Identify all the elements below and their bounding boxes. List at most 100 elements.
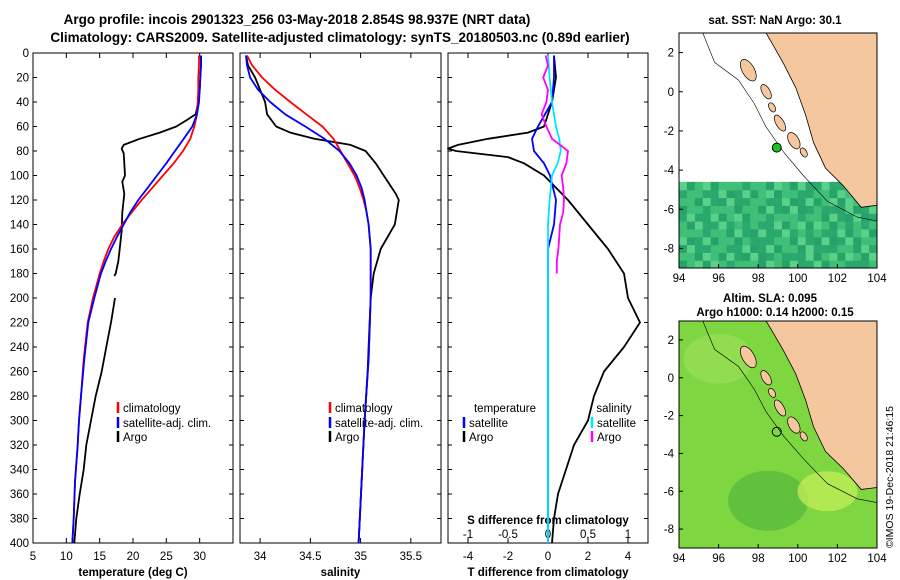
- sla-map-title: Altim. SLA: 0.095: [723, 293, 818, 305]
- sst-cell: [797, 181, 807, 191]
- sst-cell: [742, 205, 751, 214]
- sst-cell: [686, 221, 696, 230]
- sst-cell: [781, 205, 791, 214]
- map-y-tick-label: -8: [664, 524, 674, 536]
- sst-cell: [829, 244, 838, 253]
- sst-cell: [774, 189, 783, 199]
- sst-cell: [742, 189, 751, 199]
- salinity-panel: 34 34.5 35 35.5 salinity climatology satellite…: [239, 52, 442, 579]
- x-tick-label: 34.5: [299, 551, 321, 563]
- sst-cell: [861, 205, 870, 214]
- sla-high-patch: [683, 333, 754, 384]
- sst-cell: [789, 252, 799, 261]
- sst-cell: [758, 197, 767, 206]
- series-argo: [113, 55, 202, 277]
- sst-cell: [750, 236, 759, 246]
- sst-cell: [845, 197, 854, 206]
- sst-cell: [781, 181, 791, 191]
- sst-cell: [797, 213, 807, 222]
- sst-cell: [758, 236, 767, 246]
- sst-cell: [679, 213, 688, 222]
- map-y-tick-label: -6: [664, 486, 674, 498]
- sst-cell: [837, 244, 846, 253]
- sst-cell: [734, 244, 743, 253]
- y-tick-label: 200: [10, 293, 29, 305]
- sst-cell: [694, 205, 704, 214]
- sst-cell: [734, 221, 743, 230]
- sst-cell: [758, 181, 767, 191]
- sst-cell: [710, 236, 720, 246]
- sst-cell: [766, 244, 775, 253]
- series-t-argo: [447, 55, 641, 544]
- sst-cell: [758, 252, 767, 261]
- y-tick-label: 220: [10, 318, 29, 330]
- map-x-tick-label: 100: [788, 553, 807, 565]
- sst-cell: [742, 228, 751, 238]
- sst-cell: [797, 205, 807, 214]
- map-y-tick-label: -6: [664, 204, 674, 216]
- sst-cell: [869, 213, 877, 222]
- sst-cell: [702, 205, 712, 214]
- sst-cell: [758, 221, 767, 230]
- sst-cell: [718, 213, 728, 222]
- sst-cell: [718, 252, 728, 261]
- sst-cell: [797, 260, 807, 268]
- sst-cell: [829, 189, 838, 199]
- sst-cell: [829, 252, 838, 261]
- legend-temperature-title: temperature: [474, 403, 536, 415]
- sst-cell: [789, 236, 799, 246]
- sst-cell: [861, 252, 870, 261]
- sst-cell: [853, 252, 862, 261]
- sst-cell: [718, 205, 728, 214]
- sst-cell: [734, 213, 743, 222]
- sst-cell: [845, 236, 854, 246]
- island: [740, 59, 757, 82]
- island: [768, 387, 777, 398]
- sst-cell: [694, 252, 704, 261]
- sst-cell: [797, 197, 807, 206]
- sst-cell: [781, 236, 791, 246]
- sst-cell: [781, 228, 791, 238]
- sst-cell: [694, 197, 704, 206]
- sst-cell: [805, 260, 815, 268]
- y-tick-label: 320: [10, 440, 29, 452]
- sst-cell: [710, 221, 720, 230]
- sst-cell: [813, 181, 823, 191]
- sst-cell: [829, 181, 838, 191]
- sst-cell: [837, 221, 846, 230]
- y-tick-label: 20: [16, 73, 29, 85]
- sst-cell: [821, 236, 831, 246]
- sst-cell: [702, 221, 712, 230]
- sst-cell: [774, 221, 783, 230]
- sst-cell: [861, 236, 870, 246]
- sst-cell: [805, 228, 815, 238]
- sst-cell: [710, 181, 720, 191]
- map-y-tick-label: -4: [664, 165, 675, 177]
- sst-cell: [821, 221, 831, 230]
- sst-cell: [718, 221, 728, 230]
- series-argo-deep: [73, 297, 116, 544]
- sst-map-title: sat. SST: NaN Argo: 30.1: [708, 15, 842, 27]
- sst-cell: [686, 260, 696, 268]
- sst-cell: [734, 260, 743, 268]
- sst-cell: [718, 244, 728, 253]
- sst-cell: [813, 221, 823, 230]
- sst-cell: [686, 213, 696, 222]
- map-x-tick-label: 102: [828, 553, 847, 565]
- sst-cell: [750, 244, 759, 253]
- sst-cell: [861, 260, 870, 268]
- map-x-tick-label: 102: [828, 273, 847, 285]
- sst-cell: [758, 205, 767, 214]
- sst-cell: [813, 252, 823, 261]
- sst-cell: [845, 244, 854, 253]
- sst-cell: [702, 181, 712, 191]
- sst-cell: [853, 228, 862, 238]
- sst-cell: [837, 181, 846, 191]
- series-satellite-adj: [71, 55, 202, 544]
- legend-s-satellite-label: satellite: [597, 418, 636, 430]
- sst-cell: [797, 221, 807, 230]
- sst-cell: [837, 228, 846, 238]
- sst-cell: [781, 244, 791, 253]
- sumatra-land: [765, 321, 877, 490]
- series-satellite-adj: [245, 55, 372, 544]
